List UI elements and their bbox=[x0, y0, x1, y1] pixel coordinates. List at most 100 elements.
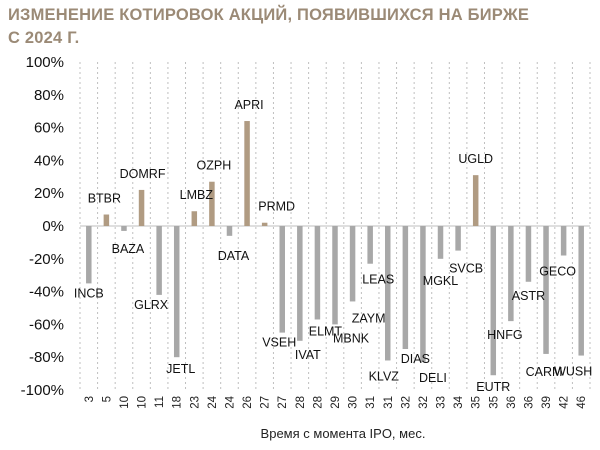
bar-svcb bbox=[455, 226, 461, 251]
bar-carm bbox=[543, 226, 549, 354]
bar-label-zaym: ZAYM bbox=[352, 311, 386, 325]
bar-label-jetl: JETL bbox=[166, 362, 195, 376]
bar-label-eutr: EUTR bbox=[476, 380, 510, 394]
bar-vseh bbox=[279, 226, 285, 333]
bar-leas bbox=[367, 226, 373, 264]
bar-glrx bbox=[156, 226, 162, 295]
bar-label-incb: INCB bbox=[74, 286, 104, 300]
x-tick-label: 39 bbox=[541, 396, 553, 409]
x-tick-label: 11 bbox=[154, 396, 166, 408]
x-tick-label: 35 bbox=[471, 396, 483, 409]
bar-label-klvz: KLVZ bbox=[369, 369, 400, 383]
y-tick-label: -60% bbox=[29, 316, 64, 333]
x-tick-label: 31 bbox=[365, 396, 377, 409]
bar-label-btbr: BTBR bbox=[88, 192, 121, 206]
bar-mgkl bbox=[437, 226, 444, 259]
y-tick-label: 100% bbox=[26, 54, 64, 71]
chart-title-line-2: С 2024 Г. bbox=[8, 29, 80, 47]
bar-label-leas: LEAS bbox=[362, 273, 394, 287]
bar-domrf bbox=[138, 189, 145, 226]
bar-label-data: DATA bbox=[218, 249, 250, 263]
bar-ugld bbox=[472, 175, 479, 226]
x-tick-label: 32 bbox=[418, 396, 430, 409]
y-tick-label: 60% bbox=[34, 120, 64, 137]
x-tick-label: 36 bbox=[506, 396, 518, 409]
bar-label-domrf: DOMRF bbox=[120, 167, 166, 181]
y-tick-label: -20% bbox=[29, 251, 64, 268]
x-tick-label: 27 bbox=[260, 396, 272, 409]
x-tick-label: 10 bbox=[137, 396, 149, 409]
x-tick-label: 42 bbox=[559, 396, 571, 409]
bar-ozph bbox=[209, 181, 215, 226]
x-tick-label: 18 bbox=[172, 396, 184, 409]
bar-label-svcb: SVCB bbox=[449, 262, 483, 276]
bar-label-baza: BAZA bbox=[112, 242, 145, 256]
bar-jetl bbox=[173, 226, 180, 358]
bar-elmt bbox=[314, 226, 321, 320]
y-tick-label: -80% bbox=[29, 349, 64, 366]
bar-deli bbox=[420, 226, 426, 363]
bar-data bbox=[226, 226, 233, 236]
bar-incb bbox=[86, 226, 92, 284]
x-tick-label: 5 bbox=[101, 396, 113, 402]
bar-zaym bbox=[349, 226, 356, 302]
x-tick-label: 32 bbox=[400, 396, 412, 409]
bar-label-vseh: VSEH bbox=[262, 336, 296, 350]
bar-label-hnfg: HNFG bbox=[487, 328, 522, 342]
bar-astr bbox=[525, 226, 532, 282]
bar-label-dias: DIAS bbox=[401, 352, 430, 366]
bar-apri bbox=[244, 121, 250, 226]
x-tick-label: 24 bbox=[224, 395, 236, 408]
bar-labels: INCB BTBR BAZA DOMRF GLRX JETL LMBZ OZPH DATA APR… bbox=[74, 98, 592, 394]
bar-label-deli: DELI bbox=[419, 371, 447, 385]
bar-hnfg bbox=[508, 226, 514, 322]
bar-label-elmt: ELMT bbox=[309, 324, 343, 338]
bar-label-ozph: OZPH bbox=[197, 159, 232, 173]
bar-prmd bbox=[261, 222, 268, 226]
x-tick-label: 30 bbox=[348, 396, 360, 409]
bar-klvz bbox=[385, 226, 391, 361]
x-tick-label: 31 bbox=[383, 396, 395, 409]
y-tick-label: 80% bbox=[34, 87, 64, 104]
x-tick-label: 28 bbox=[312, 396, 324, 409]
x-tick-label: 27 bbox=[277, 396, 289, 409]
bar-label-carm: CARM bbox=[526, 365, 563, 379]
x-tick-label: 35 bbox=[488, 396, 500, 409]
y-tick-label: -40% bbox=[29, 284, 64, 301]
y-tick-label: -100% bbox=[21, 382, 64, 399]
bar-label-astr: ASTR bbox=[512, 289, 545, 303]
x-axis-label: Время с момента IPO, мес. bbox=[261, 426, 426, 441]
x-tick-label: 46 bbox=[576, 396, 588, 409]
y-tick-label: 20% bbox=[34, 185, 64, 202]
bar-btbr bbox=[103, 214, 110, 226]
x-tick-label: 34 bbox=[453, 395, 465, 408]
bar-mbnk bbox=[332, 226, 338, 325]
bar-label-wush: WUSH bbox=[554, 365, 592, 379]
bar-label-prmd: PRMD bbox=[258, 200, 295, 214]
bar-label-ugld: UGLD bbox=[458, 152, 493, 166]
bar-label-mgkl: MGKL bbox=[423, 274, 458, 288]
bar-geco bbox=[560, 226, 567, 256]
bar-baza bbox=[121, 226, 127, 231]
x-tick-label: 26 bbox=[242, 396, 254, 409]
bar-eutr bbox=[490, 226, 497, 376]
x-tick-label: 29 bbox=[330, 396, 342, 409]
x-tick-label: 23 bbox=[189, 396, 201, 409]
bar-label-mbnk: MBNK bbox=[333, 331, 370, 345]
chart-title-line-1: ИЗМЕНЕНИЕ КОТИРОВОК АКЦИЙ, ПОЯВИВШИХСЯ Н… bbox=[8, 6, 530, 24]
x-tick-label: 33 bbox=[436, 396, 448, 409]
x-tick-label: 3 bbox=[84, 396, 96, 402]
x-tick-label: 10 bbox=[119, 396, 131, 409]
x-axis-ticks: 3 5 10 10 11 18 23 24 24 26 27 27 28 28 29 30 31 31 32 32 33… bbox=[84, 395, 588, 408]
bar-label-lmbz: LMBZ bbox=[180, 188, 214, 202]
bar-lmbz bbox=[191, 211, 198, 226]
chart-title: ИЗМЕНЕНИЕ КОТИРОВОК АКЦИЙ, ПОЯВИВШИХСЯ Н… bbox=[8, 4, 593, 50]
bar-wush bbox=[578, 226, 584, 356]
bar-dias bbox=[402, 226, 409, 349]
bars bbox=[86, 121, 584, 376]
bar-label-geco: GECO bbox=[539, 265, 576, 279]
y-axis-ticks: 100% 80% 60% 40% 20% 0% -20% -40% -60% -80% -100% bbox=[21, 54, 64, 399]
x-tick-label: 36 bbox=[523, 396, 535, 409]
bar-ivat bbox=[297, 226, 303, 341]
